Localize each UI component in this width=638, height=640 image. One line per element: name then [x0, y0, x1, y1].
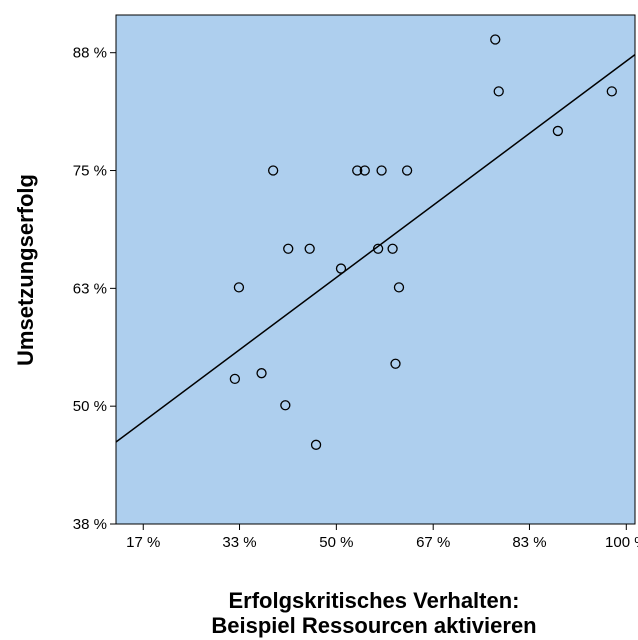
x-tick-label-1: 17 %: [126, 534, 160, 551]
x-tick-label-5: 83 %: [512, 534, 546, 551]
y-axis-title: Umsetzungserfolg: [13, 174, 38, 366]
data-point-18: [490, 34, 501, 45]
fit-line: [115, 53, 636, 443]
data-point-6: [283, 243, 294, 254]
data-point-20: [552, 125, 564, 137]
y-tick-label-4: 75 %: [73, 163, 107, 180]
y-tick-label-3: 63 %: [73, 280, 107, 297]
data-point-15: [390, 358, 401, 369]
x-tick-label-3: 50 %: [319, 534, 353, 551]
points-layer: [229, 34, 617, 450]
y-tick-label-1: 38 %: [73, 516, 107, 533]
ticks-layer: 17 % 33 % 50 % 67 % 83 % 100 % 38 % 50 % 63 % 75 …: [73, 45, 638, 551]
data-point-14: [387, 243, 398, 254]
data-point-8: [310, 439, 322, 450]
plot-area: [115, 14, 636, 525]
y-tick-label-5: 88 %: [73, 45, 107, 62]
data-point-3: [256, 368, 267, 379]
data-point-11: [359, 165, 370, 176]
data-point-7: [304, 243, 315, 254]
data-point-1: [229, 373, 241, 384]
x-tick-label-4: 67 %: [416, 534, 450, 551]
data-point-12: [372, 243, 384, 254]
data-point-2: [233, 282, 245, 293]
x-tick-label-2: 33 %: [222, 534, 256, 551]
data-point-17: [401, 165, 413, 176]
x-tick-label-6: 100 %: [605, 534, 638, 551]
y-tick-label-2: 50 %: [73, 398, 107, 415]
data-point-4: [267, 165, 279, 176]
data-point-5: [280, 400, 291, 411]
data-point-16: [393, 282, 405, 293]
data-point-9: [335, 263, 347, 274]
x-axis-title-line-2: Beispiel Ressourcen aktivieren: [211, 613, 536, 638]
data-point-10: [352, 165, 363, 176]
x-axis-title-line-1: Erfolgskritisches Verhalten:: [229, 588, 520, 613]
data-point-21: [606, 86, 617, 97]
data-point-13: [376, 165, 387, 176]
data-point-19: [493, 86, 504, 97]
